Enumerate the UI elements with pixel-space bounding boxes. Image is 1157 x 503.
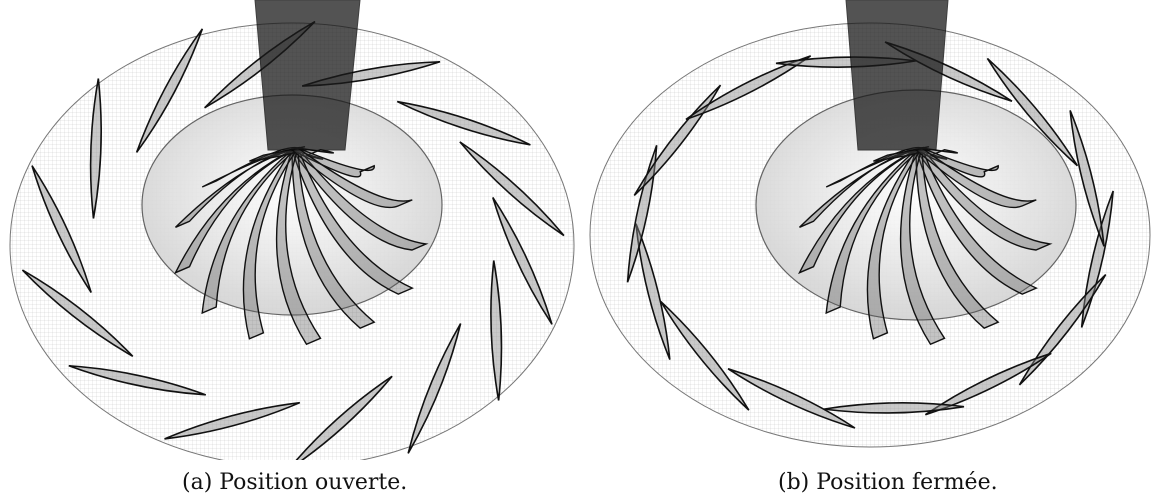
runner-blade	[290, 147, 413, 209]
wicket-gates-group	[626, 41, 1114, 429]
wicket-gate	[727, 368, 856, 429]
figure-panel-a: (a) Position ouverte.	[0, 0, 578, 503]
runner-blade	[825, 147, 923, 315]
wicket-gate	[1069, 110, 1105, 247]
runner-blade	[201, 147, 299, 315]
runner-blade	[798, 147, 923, 275]
runner-blade	[291, 147, 415, 295]
runner-blade	[915, 147, 1039, 295]
caption-a: (a) Position ouverte.	[182, 470, 408, 495]
wicket-gate	[1080, 190, 1114, 328]
wicket-gate	[459, 141, 565, 237]
wicket-gate	[68, 364, 207, 396]
wicket-gate	[492, 197, 553, 325]
wicket-gate	[89, 78, 102, 219]
wicket-gate	[1018, 273, 1107, 386]
wicket-gate	[407, 323, 462, 454]
caption-b: (b) Position fermée.	[778, 470, 998, 495]
shaft	[254, 0, 361, 151]
runner-blade	[914, 147, 999, 178]
figure-panel-b: (b) Position fermée.	[578, 0, 1157, 503]
runner-blade	[915, 147, 1000, 330]
runner-blade	[899, 146, 946, 346]
wicket-gate	[287, 375, 393, 460]
runner-blade	[290, 147, 375, 178]
wicket-gate	[31, 165, 92, 293]
runner-blade	[242, 146, 300, 340]
wicket-gate	[635, 223, 671, 360]
runner-blade	[914, 147, 1053, 251]
turbine-mesh-open	[9, 0, 575, 460]
wicket-gate	[924, 352, 1052, 416]
runner-blade	[290, 147, 429, 251]
runner-blades-group	[798, 146, 1053, 346]
runner-blade	[275, 146, 322, 346]
wicket-gate	[633, 84, 722, 197]
runner-blade	[175, 147, 299, 228]
wicket-gate	[21, 269, 134, 357]
shaft	[845, 0, 949, 151]
runner-blade	[799, 147, 923, 228]
runner-blade	[174, 147, 299, 275]
wicket-gate	[164, 401, 301, 440]
runner-blade	[866, 146, 924, 340]
runner-blade	[291, 147, 376, 330]
runner-blade	[914, 147, 1037, 209]
wicket-gate	[685, 55, 812, 121]
wicket-gate	[986, 57, 1079, 167]
wicket-gates-group	[21, 20, 565, 460]
wicket-gate	[490, 260, 503, 401]
turbine-mesh-closed	[589, 0, 1151, 448]
